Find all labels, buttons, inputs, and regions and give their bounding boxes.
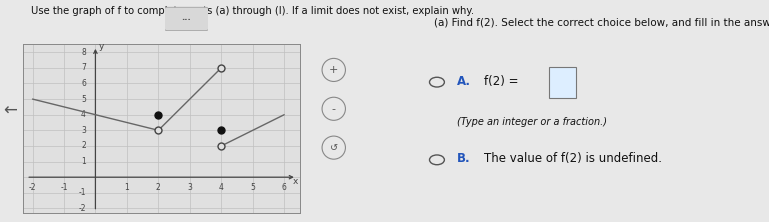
Text: -2: -2 [78,204,86,213]
Text: Use the graph of f to complete parts (a) through (l). If a limit does not exist,: Use the graph of f to complete parts (a)… [31,6,474,16]
Text: 1: 1 [125,183,129,192]
Text: ←: ← [2,102,17,120]
Text: B.: B. [458,152,471,165]
Text: 3: 3 [81,126,86,135]
Text: 2: 2 [82,141,86,151]
Text: ↺: ↺ [330,143,338,153]
Text: -2: -2 [28,183,36,192]
Bar [548,67,576,98]
FancyBboxPatch shape [164,7,209,31]
Text: 5: 5 [81,95,86,104]
Text: 6: 6 [81,79,86,88]
Text: 7: 7 [81,63,86,72]
Text: x: x [292,177,298,186]
Text: 3: 3 [188,183,192,192]
Text: The value of f(2) is undefined.: The value of f(2) is undefined. [484,152,662,165]
Text: 8: 8 [82,48,86,57]
Text: (Type an integer or a fraction.): (Type an integer or a fraction.) [458,117,608,127]
Text: 1: 1 [82,157,86,166]
Text: ...: ... [181,13,191,22]
Text: 4: 4 [219,183,224,192]
Text: (a) Find f(2). Select the correct choice below, and fill in the answer box: (a) Find f(2). Select the correct choice… [434,18,769,28]
Text: y: y [99,42,105,51]
Text: -1: -1 [78,188,86,197]
Text: 2: 2 [156,183,161,192]
Text: f(2) =: f(2) = [484,75,519,87]
Text: 4: 4 [81,110,86,119]
Text: 6: 6 [281,183,287,192]
Text: 5: 5 [250,183,255,192]
Text: A.: A. [458,75,471,87]
Text: -: - [331,104,336,114]
Text: -1: -1 [60,183,68,192]
Text: +: + [329,65,338,75]
